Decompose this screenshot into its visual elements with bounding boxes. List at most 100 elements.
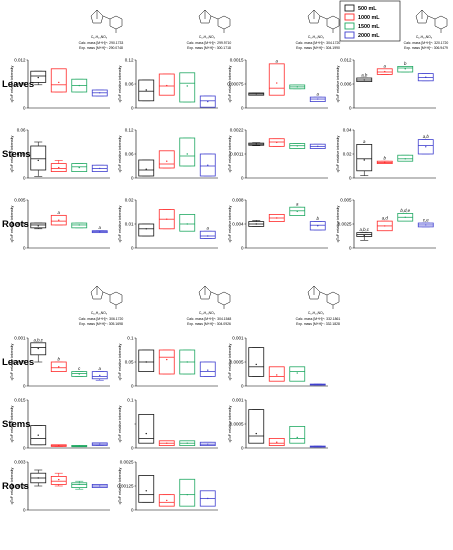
box-body — [138, 475, 155, 503]
y-tick-label: 0.02 — [125, 198, 134, 203]
y-tick-label: 0 — [241, 246, 244, 251]
box — [91, 483, 108, 488]
mean-point — [425, 146, 427, 148]
mean-point — [207, 369, 209, 371]
y-tick-label: 0.04 — [343, 128, 352, 133]
mean-point — [255, 93, 257, 95]
box-body — [268, 366, 285, 382]
y-tick-label: 0.006 — [340, 82, 352, 87]
y-axis-label: qToF relative intensity — [118, 468, 122, 505]
box — [30, 141, 47, 177]
y-tick-label: 0.006 — [14, 82, 26, 87]
box-body — [179, 137, 196, 167]
y-tick-label: 0.001 — [232, 398, 244, 403]
molecule-structure — [198, 9, 231, 33]
significance-label: a,d — [382, 216, 389, 221]
significance-label: b — [317, 216, 320, 221]
calculated-mass: Calc. mass [M+H]⁺: 306.1720 — [79, 317, 124, 321]
y-axis-label: qToF relative intensity — [118, 206, 122, 243]
mean-point — [99, 167, 101, 170]
y-tick-label: 0 — [349, 106, 352, 111]
box: a — [91, 225, 108, 234]
box — [179, 440, 196, 446]
row-label-leaves: Leaves — [2, 357, 34, 368]
box — [50, 472, 67, 487]
experimental-mass: Exp. mass [M+H]⁺: 332.1828 — [296, 322, 340, 326]
box-body — [138, 159, 155, 177]
mean-point — [145, 490, 147, 492]
significance-label: a — [99, 366, 102, 371]
box: b — [50, 357, 67, 373]
mean-point — [58, 81, 60, 84]
molecule-header: C₁₇H₂₁NO₃ Calc. mass [M+H]⁺: 304.1548Exp.… — [187, 285, 231, 326]
box-body — [356, 143, 373, 172]
box-body — [138, 223, 155, 237]
row-label-leaves: Leaves — [2, 79, 34, 90]
legend-swatch — [344, 4, 355, 12]
box — [71, 222, 88, 229]
calculated-mass: Calc. mass [M+H]⁺: 304.1720 — [296, 41, 341, 45]
mean-point — [363, 159, 365, 161]
box — [199, 361, 216, 377]
box: a — [376, 63, 393, 75]
box: a — [199, 226, 216, 239]
box — [158, 349, 175, 375]
box — [30, 70, 47, 86]
calculated-mass: Calc. mass [M+H]⁺: 290.1733 — [79, 41, 124, 45]
y-tick-label: 0.00075 — [227, 82, 244, 87]
mean-point — [186, 223, 188, 225]
mean-point — [78, 166, 80, 169]
box-body — [71, 482, 88, 488]
y-tick-label: 0.0015 — [12, 484, 26, 489]
mean-point — [317, 98, 319, 100]
box — [289, 143, 306, 149]
significance-label: a — [384, 63, 387, 68]
significance-label: a,b,c — [359, 227, 369, 232]
y-tick-label: 0 — [349, 246, 352, 251]
experimental-mass: Exp. mass [M+H]⁺: 304.1990 — [296, 46, 340, 50]
box — [50, 444, 67, 447]
box — [289, 425, 306, 444]
box — [71, 445, 88, 448]
mean-point — [296, 210, 298, 213]
y-axis-label: qToF relative intensity — [10, 468, 14, 505]
y-axis-label: qToF relative intensity — [118, 66, 122, 103]
y-tick-label: 0.0005 — [12, 360, 26, 365]
mean-point — [99, 443, 101, 445]
box — [268, 366, 285, 382]
box: a,d — [376, 216, 393, 232]
row-label-roots: Roots — [2, 219, 29, 230]
box — [91, 442, 108, 446]
mean-point — [384, 225, 386, 227]
mean-point — [317, 445, 319, 448]
legend-entry: 2000 mL — [358, 33, 380, 39]
mean-point — [296, 145, 298, 147]
box — [417, 73, 434, 82]
y-tick-label: 0 — [131, 446, 134, 451]
box — [248, 142, 265, 147]
mean-point — [404, 68, 406, 70]
box — [158, 73, 175, 96]
y-tick-label: 0.06 — [17, 128, 26, 133]
calculated-mass: Calc. mass [M+H]⁺: 299.9710 — [187, 41, 232, 45]
row-label-stems: Stems — [2, 419, 31, 430]
molecule-structure — [90, 9, 123, 33]
box — [71, 480, 88, 490]
mean-point — [404, 216, 406, 218]
mean-point — [363, 79, 365, 81]
box — [397, 154, 414, 162]
y-tick-label: 0 — [131, 176, 134, 181]
y-tick-label: 0 — [241, 446, 244, 451]
box-body — [158, 349, 175, 375]
box: b — [309, 216, 326, 231]
box — [289, 366, 306, 382]
y-tick-label: 0.12 — [125, 58, 134, 63]
molecular-formula: C₁₆H₂₁NO₃ — [91, 311, 108, 315]
mean-point — [276, 441, 278, 443]
mean-point — [384, 70, 386, 73]
